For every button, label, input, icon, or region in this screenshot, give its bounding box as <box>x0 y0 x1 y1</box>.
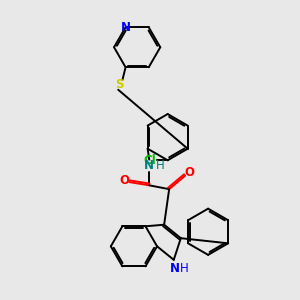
Text: N: N <box>144 159 154 172</box>
Text: H: H <box>180 262 188 275</box>
Text: H: H <box>155 159 164 172</box>
Text: S: S <box>116 78 124 92</box>
Text: O: O <box>119 174 129 187</box>
Text: N: N <box>121 21 130 34</box>
Text: O: O <box>184 166 194 179</box>
Text: Cl: Cl <box>144 154 156 167</box>
Text: N: N <box>170 262 180 275</box>
